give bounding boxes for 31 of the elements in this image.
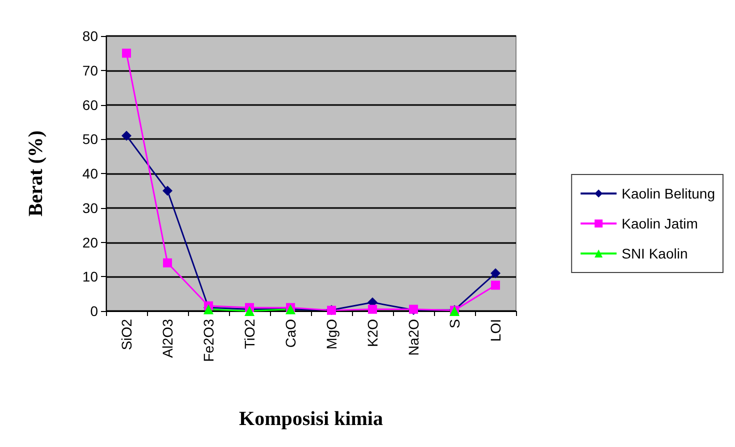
x-axis-title: Komposisi kimia xyxy=(239,408,383,430)
y-tick-label: 70 xyxy=(82,62,98,78)
x-tick-label: Fe2O3 xyxy=(200,318,216,362)
x-tick-label: MgO xyxy=(324,318,340,350)
x-tick-label: S xyxy=(446,319,462,328)
x-tick-label: Na2O xyxy=(406,318,422,356)
y-tick-label: 0 xyxy=(90,303,98,319)
y-tick-label: 50 xyxy=(82,131,98,148)
y-tick-label: 40 xyxy=(82,166,98,182)
legend-label: Kaolin Jatim xyxy=(622,216,698,232)
x-tick-label: K2O xyxy=(364,318,380,348)
point xyxy=(122,48,131,58)
x-tick-label: TiO2 xyxy=(242,318,258,349)
x-tick-label: SiO2 xyxy=(118,318,134,350)
point xyxy=(491,280,500,290)
legend-label: SNI Kaolin xyxy=(622,246,688,262)
point xyxy=(490,268,500,278)
point xyxy=(163,258,172,268)
y-tick-label: 80 xyxy=(82,28,98,44)
x-tick-label: LOI xyxy=(488,319,504,342)
x-tick-label: CaO xyxy=(282,318,298,348)
y-tick-label: 60 xyxy=(82,96,98,113)
legend-label: Kaolin Belitung xyxy=(622,186,716,202)
y-tick-label: 10 xyxy=(82,268,98,285)
y-axis-title: Berat (%) xyxy=(25,130,47,217)
point xyxy=(162,186,172,196)
point xyxy=(368,304,377,314)
y-tick-label: 20 xyxy=(82,234,98,250)
point xyxy=(122,130,132,141)
x-tick-label: Al2O3 xyxy=(160,318,176,358)
y-tick-label: 30 xyxy=(82,200,98,216)
